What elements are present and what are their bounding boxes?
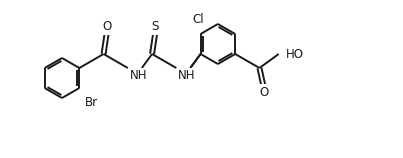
Text: NH: NH <box>178 69 196 82</box>
Text: O: O <box>260 85 269 98</box>
Text: Cl: Cl <box>193 13 204 26</box>
Text: S: S <box>152 21 159 33</box>
Text: HO: HO <box>286 48 304 61</box>
Text: NH: NH <box>130 69 147 82</box>
Text: Br: Br <box>85 96 98 109</box>
Text: O: O <box>102 21 111 33</box>
